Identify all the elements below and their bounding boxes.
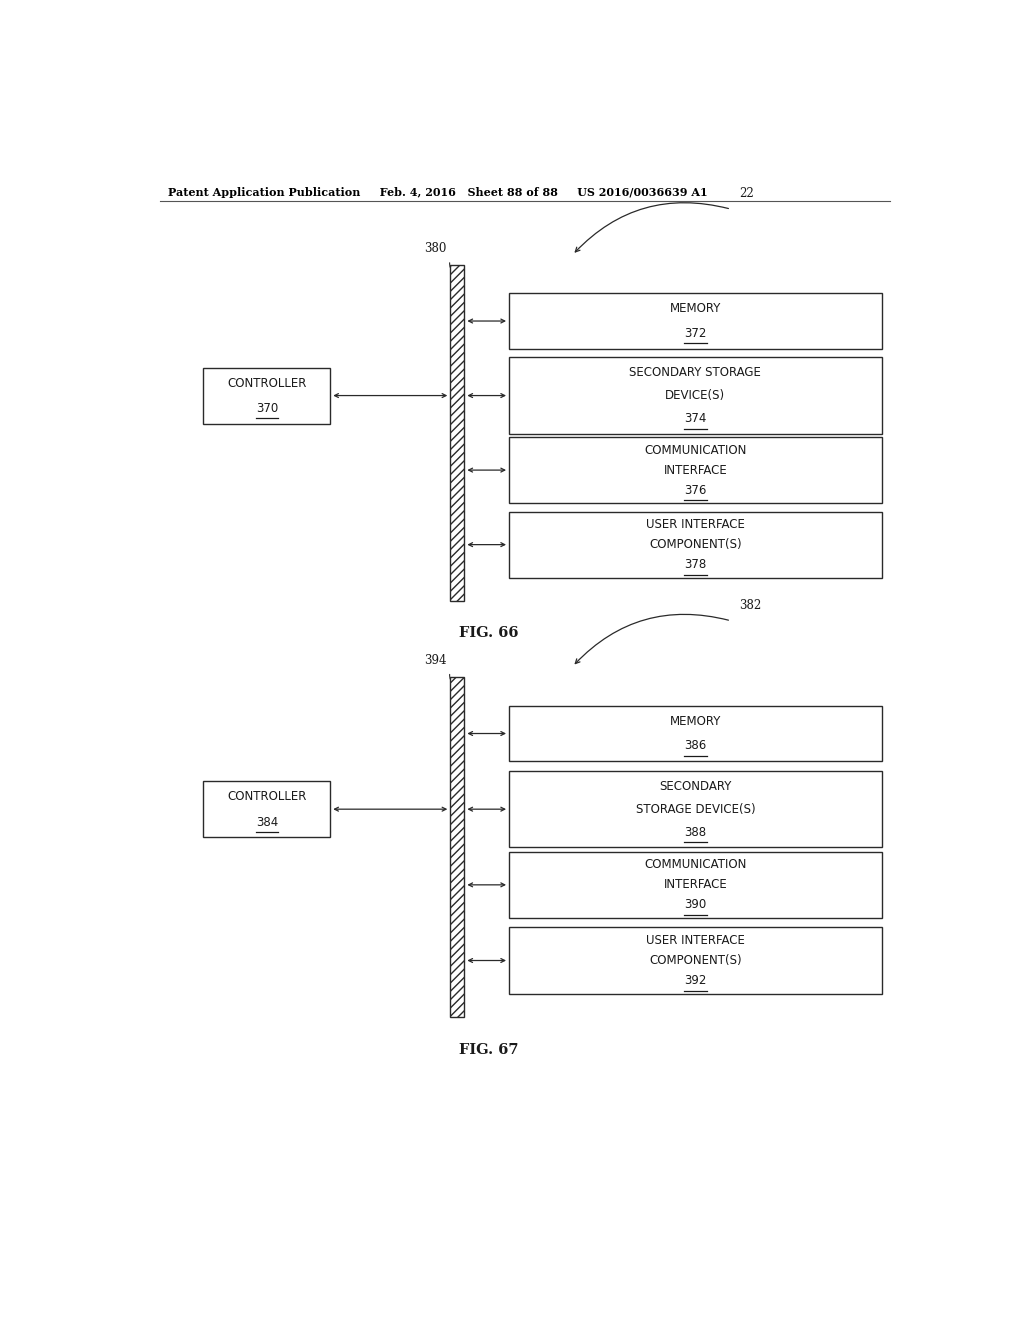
Text: FIG. 67: FIG. 67	[460, 1043, 519, 1057]
Text: SECONDARY: SECONDARY	[659, 780, 731, 792]
Text: SECONDARY STORAGE: SECONDARY STORAGE	[630, 366, 762, 379]
Text: Patent Application Publication     Feb. 4, 2016   Sheet 88 of 88     US 2016/003: Patent Application Publication Feb. 4, 2…	[168, 187, 708, 198]
Bar	[451, 265, 465, 601]
Text: STORAGE DEVICE(S): STORAGE DEVICE(S)	[636, 803, 756, 816]
Bar	[451, 677, 465, 1018]
Text: 374: 374	[684, 412, 707, 425]
Text: 378: 378	[684, 558, 707, 572]
Text: DEVICE(S): DEVICE(S)	[666, 389, 725, 403]
Text: 380: 380	[424, 242, 446, 255]
Bar	[509, 358, 882, 434]
Bar	[509, 928, 882, 994]
Bar	[451, 677, 465, 1018]
Text: COMPONENT(S): COMPONENT(S)	[649, 954, 741, 968]
Text: USER INTERFACE: USER INTERFACE	[646, 935, 744, 946]
Bar	[451, 265, 465, 601]
Bar	[509, 437, 882, 503]
Text: 386: 386	[684, 739, 707, 752]
Text: 394: 394	[424, 653, 446, 667]
Bar	[509, 293, 882, 348]
Text: 370: 370	[256, 403, 278, 416]
Text: MEMORY: MEMORY	[670, 715, 721, 727]
Text: 376: 376	[684, 483, 707, 496]
Bar	[509, 706, 882, 762]
Text: CONTROLLER: CONTROLLER	[227, 791, 306, 804]
Text: USER INTERFACE: USER INTERFACE	[646, 519, 744, 531]
Text: 22: 22	[739, 187, 754, 201]
Text: INTERFACE: INTERFACE	[664, 463, 727, 477]
Text: 382: 382	[739, 599, 761, 612]
Text: INTERFACE: INTERFACE	[664, 878, 727, 891]
Text: 384: 384	[256, 816, 278, 829]
Bar	[204, 781, 331, 837]
Bar	[204, 367, 331, 424]
Text: MEMORY: MEMORY	[670, 302, 721, 315]
Text: 372: 372	[684, 326, 707, 339]
Text: 390: 390	[684, 899, 707, 911]
Text: 388: 388	[684, 826, 707, 838]
Text: COMPONENT(S): COMPONENT(S)	[649, 539, 741, 552]
Text: COMMUNICATION: COMMUNICATION	[644, 858, 746, 871]
Bar	[509, 512, 882, 578]
Text: FIG. 66: FIG. 66	[460, 626, 519, 640]
Text: CONTROLLER: CONTROLLER	[227, 378, 306, 389]
Bar	[509, 771, 882, 847]
Text: 392: 392	[684, 974, 707, 987]
Text: COMMUNICATION: COMMUNICATION	[644, 444, 746, 457]
Bar	[509, 851, 882, 917]
